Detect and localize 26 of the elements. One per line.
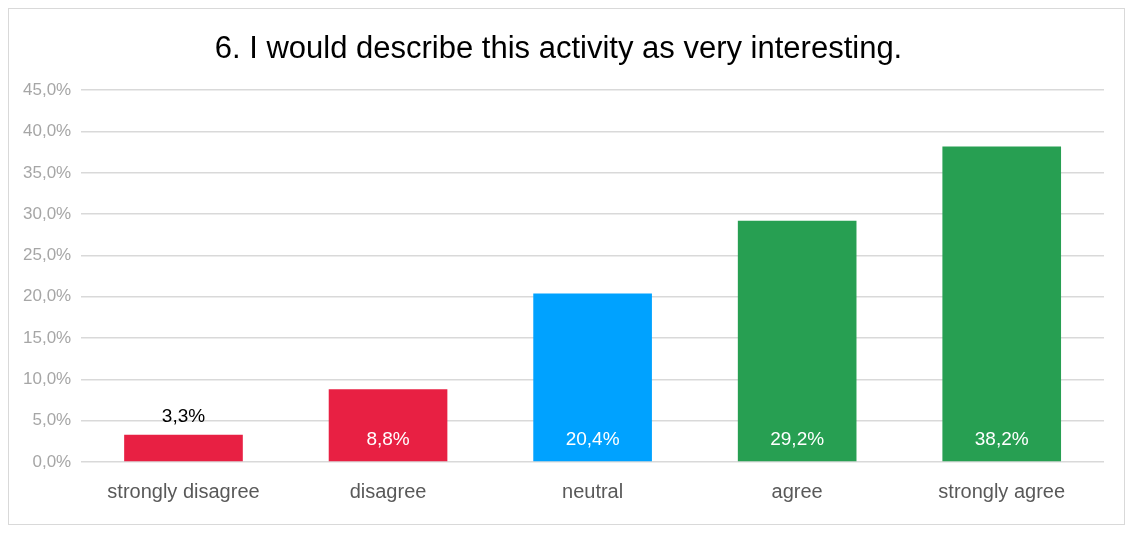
bar — [328, 389, 448, 462]
y-tick-label: 5,0% — [32, 410, 72, 430]
bar — [124, 434, 243, 462]
x-tick-label: agree — [771, 479, 823, 502]
chart-title: 6. I would describe this activity as very interesting. — [214, 30, 903, 66]
data-label: 3,3% — [161, 405, 206, 427]
y-tick-label: 0,0% — [32, 451, 72, 471]
x-tick-label: strongly disagree — [107, 479, 260, 502]
y-tick-label: 40,0% — [23, 121, 72, 141]
x-tick-label: strongly agree — [938, 479, 1066, 502]
y-tick-label: 45,0% — [23, 79, 72, 99]
x-tick-label: disagree — [349, 479, 427, 502]
y-tick-label: 15,0% — [23, 327, 72, 347]
data-label: 8,8% — [366, 427, 410, 449]
x-tick-label: neutral — [562, 479, 624, 502]
y-tick-label: 25,0% — [23, 245, 72, 265]
bar — [942, 146, 1062, 462]
y-tick-label: 10,0% — [23, 369, 72, 389]
bar — [737, 220, 857, 462]
data-label: 29,2% — [770, 427, 825, 449]
y-tick-label: 20,0% — [23, 286, 72, 306]
bar — [533, 293, 652, 462]
y-tick-label: 35,0% — [23, 162, 72, 182]
data-label: 20,4% — [565, 427, 620, 449]
y-tick-label: 30,0% — [23, 203, 72, 223]
data-label: 38,2% — [974, 427, 1029, 449]
